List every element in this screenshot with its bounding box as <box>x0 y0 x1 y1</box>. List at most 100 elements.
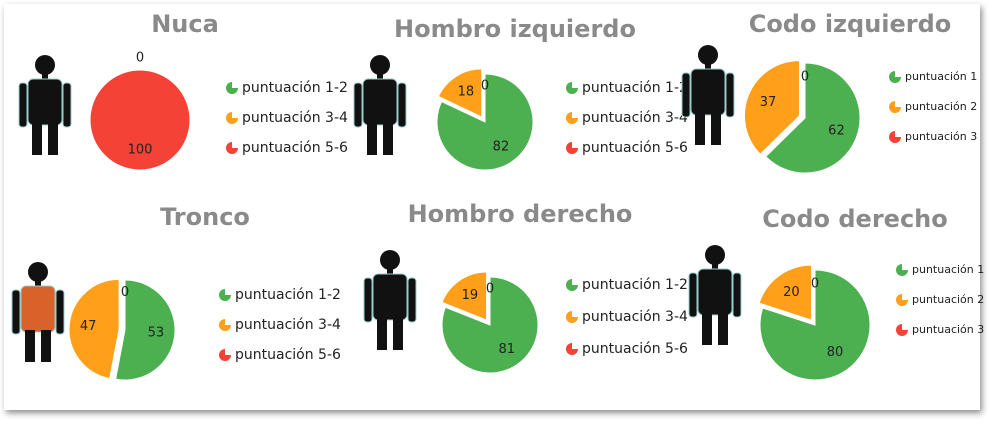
legend-label: puntuación 1-2 <box>582 80 688 96</box>
torso <box>372 273 408 321</box>
legend-icon-cut <box>225 288 232 295</box>
data-label: 100 <box>128 143 153 158</box>
arm <box>11 289 21 335</box>
chart-title: Nuca <box>151 10 219 38</box>
leg <box>718 313 728 345</box>
leg <box>377 318 387 350</box>
torso <box>27 78 63 126</box>
arm <box>62 82 72 128</box>
leg <box>393 318 403 350</box>
legend-icon-cut <box>895 130 902 137</box>
pie-slice <box>765 62 861 174</box>
neck <box>705 63 711 69</box>
arm <box>688 272 698 318</box>
chart-title: Hombro izquierdo <box>394 15 636 43</box>
arm <box>18 82 28 128</box>
legend-icon-cut <box>232 111 239 118</box>
legend-label: puntuación 1 <box>912 263 984 276</box>
data-label: 80 <box>827 345 844 360</box>
arm <box>55 289 65 335</box>
person-icon <box>688 245 742 345</box>
data-label: 0 <box>486 282 494 297</box>
pie-slice <box>743 60 800 155</box>
torso <box>697 268 733 316</box>
person-icon <box>363 250 417 350</box>
data-label: 0 <box>801 69 809 84</box>
arm <box>407 277 417 323</box>
legend-icon-cut <box>572 342 579 349</box>
legend-label: puntuación 1 <box>905 70 977 83</box>
data-label: 62 <box>828 124 845 139</box>
data-label: 37 <box>760 95 777 110</box>
neck <box>35 280 41 286</box>
chart-title: Codo izquierdo <box>749 10 952 38</box>
legend-label: puntuación 3-4 <box>582 110 688 126</box>
pie-slice <box>437 68 483 118</box>
legend-label: puntuación 1-2 <box>582 277 688 293</box>
legend-icon-cut <box>572 81 579 88</box>
pie-slice <box>89 69 191 171</box>
person-icon <box>681 45 735 145</box>
leg <box>695 113 705 145</box>
legend-label: puntuación 5-6 <box>235 347 341 363</box>
leg <box>25 330 35 362</box>
leg <box>41 330 51 362</box>
leg <box>48 123 58 155</box>
leg <box>383 123 393 155</box>
legend-label: puntuación 3 <box>905 130 977 143</box>
person-icon <box>353 55 407 155</box>
head <box>705 245 725 265</box>
torso <box>690 68 726 116</box>
legend-icon-cut <box>225 318 232 325</box>
data-label: 0 <box>811 276 819 291</box>
data-label: 0 <box>121 285 129 300</box>
neck <box>42 73 48 79</box>
chart-title: Tronco <box>160 203 250 231</box>
legend-icon-cut <box>895 70 902 77</box>
data-label: 19 <box>462 288 479 303</box>
legend-label: puntuación 3-4 <box>242 110 348 126</box>
legend-label: puntuación 3-4 <box>582 309 688 325</box>
legend-label: puntuación 3 <box>912 323 984 336</box>
torso <box>20 285 56 333</box>
arm <box>363 277 373 323</box>
data-label: 18 <box>458 84 475 99</box>
chart-title: Hombro derecho <box>408 200 633 228</box>
legend-icon-cut <box>572 141 579 148</box>
legend-icon-cut <box>895 100 902 107</box>
arm <box>397 82 407 128</box>
head <box>698 45 718 65</box>
head <box>370 55 390 75</box>
leg <box>32 123 42 155</box>
legend-icon-cut <box>572 310 579 317</box>
data-label: 53 <box>148 325 165 340</box>
pie-slice <box>68 278 120 380</box>
neck <box>377 73 383 79</box>
pie-slice <box>115 279 176 381</box>
torso <box>362 78 398 126</box>
arm <box>353 82 363 128</box>
legend-label: puntuación 2 <box>912 293 984 306</box>
legend-icon-cut <box>902 263 909 270</box>
legend-label: puntuación 5-6 <box>582 341 688 357</box>
person-icon <box>11 262 65 362</box>
arm <box>732 272 742 318</box>
data-label: 47 <box>80 319 97 334</box>
legend-icon-cut <box>572 111 579 118</box>
data-label: 81 <box>498 342 515 357</box>
arm <box>725 72 735 118</box>
legend-icon-cut <box>225 348 232 355</box>
pie-slice <box>441 271 488 321</box>
legend-icon-cut <box>232 141 239 148</box>
head <box>28 262 48 282</box>
legend-label: puntuación 1-2 <box>242 80 348 96</box>
pie-slice <box>758 264 812 321</box>
legend-label: puntuación 5-6 <box>582 140 688 156</box>
head <box>35 55 55 75</box>
legend-label: puntuación 5-6 <box>242 140 348 156</box>
legend-icon-cut <box>902 323 909 330</box>
neck <box>387 268 393 274</box>
chart-title: Codo derecho <box>762 205 948 233</box>
data-label: 82 <box>493 140 510 155</box>
